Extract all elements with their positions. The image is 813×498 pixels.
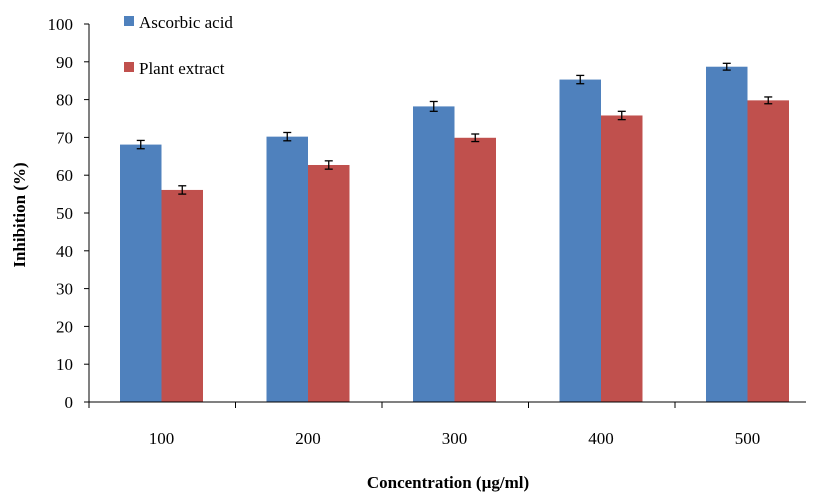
legend-label: Ascorbic acid: [139, 13, 233, 32]
y-tick-label: 70: [56, 128, 73, 147]
bar-ascorbic-acid-300: [413, 106, 455, 403]
bar-plant-extract-400: [601, 115, 643, 402]
x-tick-label: 500: [735, 429, 761, 448]
bar-ascorbic-acid-400: [559, 79, 601, 402]
x-axis-ticks: 100 200 300 400 500: [88, 402, 761, 448]
bars-layer: [120, 66, 789, 403]
y-tick-label: 90: [56, 53, 73, 72]
x-tick-label: 200: [295, 429, 321, 448]
legend-swatch: [124, 62, 134, 72]
bar-ascorbic-acid-200: [266, 136, 308, 403]
x-tick-label: 400: [588, 429, 614, 448]
y-tick-label: 80: [56, 91, 73, 110]
y-tick-label: 40: [56, 242, 73, 261]
y-axis-ticks: 0 10 20 30 40 50 60 70 80 90 100: [48, 15, 89, 412]
y-axis-title: Inhibition (%): [10, 162, 29, 267]
y-tick-label: 60: [56, 166, 73, 185]
legend-swatch: [124, 16, 134, 26]
y-tick-label: 0: [65, 393, 74, 412]
bar-plant-extract-300: [454, 137, 496, 402]
bar-plant-extract-500: [747, 100, 789, 402]
error-bars-layer: [136, 62, 773, 195]
legend-label: Plant extract: [139, 59, 225, 78]
y-tick-label: 20: [56, 317, 73, 336]
bar-plant-extract-200: [308, 164, 350, 402]
x-tick-label: 300: [442, 429, 468, 448]
y-tick-label: 30: [56, 280, 73, 299]
legend: Ascorbic acid Plant extract: [124, 13, 233, 78]
bar-ascorbic-acid-500: [706, 66, 748, 403]
bar-ascorbic-acid-100: [120, 144, 162, 402]
x-tick-label: 100: [149, 429, 175, 448]
y-tick-label: 10: [56, 355, 73, 374]
bar-plant-extract-100: [161, 189, 203, 402]
x-axis-title: Concentration (µg/ml): [367, 473, 529, 492]
y-tick-label: 100: [48, 15, 74, 34]
y-tick-label: 50: [56, 204, 73, 223]
